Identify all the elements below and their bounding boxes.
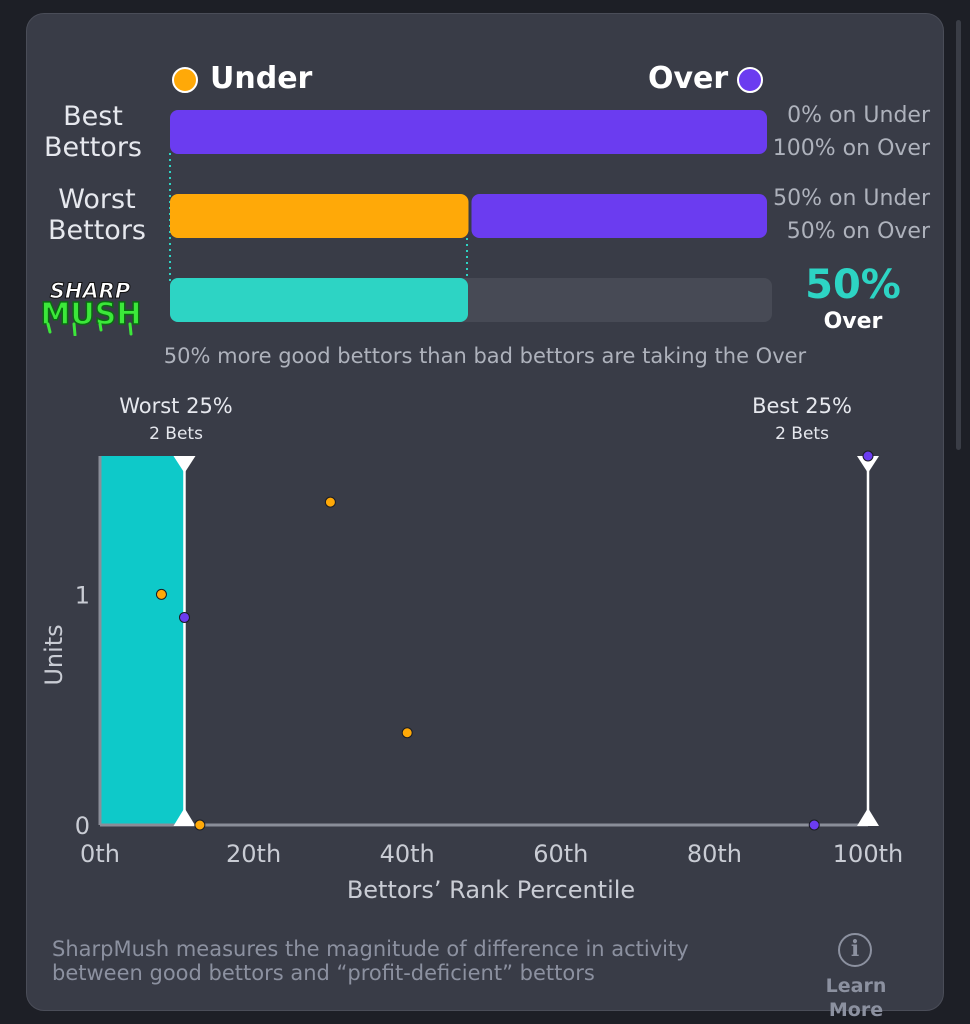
under-point [401, 727, 413, 739]
best-under-text: 0% on Under [787, 103, 930, 128]
sharpmush-side: Over [823, 309, 883, 334]
over-point [862, 450, 874, 462]
best-bettors-label-line2: Bettors [44, 132, 142, 163]
footer-line2: between good bettors and “profit-deficie… [52, 961, 595, 985]
under-legend-label: Under [210, 61, 313, 96]
worst-marker-label: Worst 25% [119, 394, 233, 418]
y-axis-title: Units [40, 624, 68, 685]
x-tick-label: 100th [833, 840, 903, 868]
over-segment [471, 194, 767, 238]
over-legend-label: Over [648, 61, 729, 96]
worst-bettors-label-line1: Worst [58, 184, 136, 215]
sharpmush-logo: SHARP MUSH [40, 279, 142, 336]
best-bettors-label: Best Bettors [40, 101, 146, 163]
best-marker-bottom-arrow [857, 808, 879, 826]
logo-line2: MUSH [41, 297, 142, 332]
worst-bettors-bar [170, 194, 767, 238]
scrollbar[interactable] [956, 20, 961, 450]
worst-bettors-label: Worst Bettors [40, 184, 154, 246]
x-tick-label: 0th [80, 840, 120, 868]
under-point [155, 588, 167, 600]
sharpmush-fill [170, 278, 468, 322]
summary-text: 50% more good bettors than bad bettors a… [163, 344, 807, 368]
x-tick-label: 20th [226, 840, 281, 868]
over-legend-dot [737, 67, 763, 93]
y-tick-label: 1 [75, 581, 90, 609]
under-point [324, 496, 336, 508]
sharpmush-bar [170, 278, 772, 322]
worst-marker-sub: 2 Bets [149, 424, 203, 444]
footer-text: SharpMush measures the magnitude of diff… [52, 937, 772, 985]
worst-under-text: 50% on Under [773, 186, 930, 211]
best-over-text: 100% on Over [772, 136, 930, 161]
footer-line1: SharpMush measures the magnitude of diff… [52, 937, 689, 961]
worst-range-fill [100, 456, 185, 825]
under-segment [170, 194, 469, 238]
x-tick-label: 60th [533, 840, 588, 868]
worst-marker-bottom-arrow [173, 808, 196, 826]
best-bettors-bar [170, 110, 767, 154]
under-point [194, 819, 206, 831]
learn-more-link[interactable]: Learn More [825, 975, 887, 1021]
logo-line1: SHARP [50, 279, 131, 303]
worst-bettors-label-line2: Bettors [48, 215, 146, 246]
over-point [808, 819, 820, 831]
best-marker-label: Best 25% [752, 394, 852, 418]
info-icon[interactable]: i [838, 933, 872, 967]
best-bettors-label-line1: Best [63, 101, 123, 132]
logo-drips [46, 322, 133, 336]
x-axis-title: Bettors’ Rank Percentile [347, 876, 635, 904]
best-pct-text: 0% on Under 100% on Over [760, 99, 930, 165]
over-point [178, 611, 190, 623]
x-tick-label: 40th [380, 840, 435, 868]
best-marker-top-arrow [857, 456, 879, 473]
x-tick-label: 80th [687, 840, 742, 868]
worst-over-text: 50% on Over [786, 219, 930, 244]
over-segment [170, 110, 767, 154]
best-marker-sub: 2 Bets [775, 424, 829, 444]
sharpmush-value: 50% [805, 262, 901, 308]
worst-marker-top-arrow [173, 456, 196, 473]
worst-pct-text: 50% on Under 50% on Over [760, 182, 930, 248]
y-tick-label: 0 [75, 812, 90, 840]
under-legend-dot [172, 67, 198, 93]
